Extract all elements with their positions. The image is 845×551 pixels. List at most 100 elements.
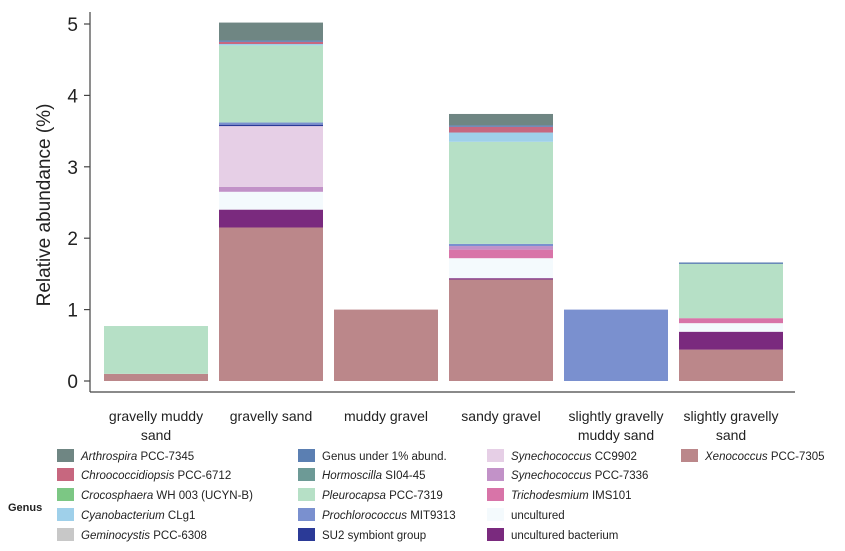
- legend-item: Prochlorococcus MIT9313: [298, 508, 456, 522]
- bar-segment: [449, 243, 553, 247]
- legend-label: Chroococcidiopsis PCC-6712: [81, 470, 231, 482]
- legend-label: uncultured bacterium: [511, 530, 618, 542]
- bar-segment: [449, 279, 553, 381]
- legend-item: Synechococcus PCC-7336: [487, 468, 648, 482]
- bar-segment: [219, 209, 323, 228]
- y-tick-label: 3: [67, 158, 78, 179]
- legend-label: Arthrospira PCC-7345: [80, 451, 194, 463]
- legend-swatch: [487, 468, 504, 481]
- x-category-label: gravelly sand: [230, 408, 313, 424]
- legend-swatch: [57, 488, 74, 501]
- y-tick-label: 5: [67, 15, 78, 36]
- bar-segment: [679, 349, 783, 381]
- legend-label: uncultured: [511, 510, 565, 522]
- bar-segment: [219, 191, 323, 210]
- bar-segment: [679, 331, 783, 350]
- legend-item: Crocosphaera WH 003 (UCYN-B): [57, 488, 253, 502]
- legend-label: SU2 symbiont group: [322, 530, 426, 542]
- bar-segment: [219, 45, 323, 123]
- legend-swatch: [487, 508, 504, 521]
- bar-segment: [679, 263, 783, 319]
- bar-segment: [219, 124, 323, 127]
- legend-label: Crocosphaera WH 003 (UCYN-B): [81, 490, 253, 502]
- y-axis-label: Relative abundance (%): [34, 104, 55, 307]
- legend-label: Pleurocapsa PCC-7319: [322, 490, 443, 502]
- legend-label: Synechococcus CC9902: [511, 451, 637, 463]
- legend-item: Cyanobacterium CLg1: [57, 508, 195, 522]
- legend-item: Synechococcus CC9902: [487, 449, 637, 463]
- y-tick-label: 2: [67, 229, 78, 250]
- legend-swatch: [298, 468, 315, 481]
- bar-segment: [449, 126, 553, 133]
- bar-segment: [449, 246, 553, 250]
- bar-segment: [449, 258, 553, 279]
- legend: Arthrospira PCC-7345 Chroococcidiopsis PC…: [57, 449, 825, 542]
- bar-segment: [449, 249, 553, 259]
- legend-swatch: [57, 508, 74, 521]
- y-tick-label: 4: [67, 86, 78, 107]
- legend-swatch: [57, 528, 74, 541]
- y-tick-label: 1: [67, 301, 78, 322]
- legend-title: Genus: [8, 502, 42, 514]
- bar-segment: [449, 132, 553, 142]
- legend-label: Hormoscilla SI04-45: [322, 470, 426, 482]
- bar-segment: [679, 323, 783, 332]
- bar-segment: [219, 40, 323, 42]
- bar-segment: [104, 326, 208, 374]
- legend-swatch: [298, 488, 315, 501]
- bar-segment: [449, 278, 553, 280]
- x-category-label: sandy gravel: [461, 408, 540, 424]
- legend-item: uncultured bacterium: [487, 528, 618, 542]
- bar-segment: [679, 262, 783, 264]
- legend-item: Arthrospira PCC-7345: [57, 449, 194, 463]
- legend-swatch: [298, 449, 315, 462]
- legend-item: Genus under 1% abund.: [298, 449, 447, 463]
- x-category-label: muddy sand: [578, 427, 654, 443]
- x-category-label: muddy gravel: [344, 408, 428, 424]
- legend-label: Genus under 1% abund.: [322, 451, 447, 463]
- bar-segment: [219, 122, 323, 125]
- bar-segment: [334, 309, 438, 381]
- bar-segment: [564, 309, 668, 381]
- legend-label: Prochlorococcus MIT9313: [322, 510, 456, 522]
- x-labels-layer: gravelly muddy sand gravelly sand muddy gra…: [109, 408, 779, 443]
- bar-segment: [449, 141, 553, 244]
- legend-item: Geminocystis PCC-6308: [57, 528, 207, 542]
- legend-swatch: [298, 508, 315, 521]
- bar-segment: [219, 126, 323, 187]
- bar-segment: [219, 22, 323, 41]
- legend-item: SU2 symbiont group: [298, 528, 426, 542]
- x-category-label: sand: [141, 427, 171, 443]
- legend-swatch: [487, 528, 504, 541]
- legend-swatch: [57, 449, 74, 462]
- bar-segment: [219, 41, 323, 44]
- legend-label: Trichodesmium IMS101: [511, 490, 632, 502]
- legend-swatch: [298, 528, 315, 541]
- bar-segment: [679, 318, 783, 324]
- legend-item: Hormoscilla SI04-45: [298, 468, 426, 482]
- legend-item: uncultured: [487, 508, 565, 522]
- bars-layer: [104, 22, 783, 381]
- legend-swatch: [487, 449, 504, 462]
- legend-label: Cyanobacterium CLg1: [81, 510, 195, 522]
- legend-item: Chroococcidiopsis PCC-6712: [57, 468, 231, 482]
- bar-segment: [104, 373, 208, 381]
- legend-swatch: [57, 468, 74, 481]
- legend-item: Xenococcus PCC-7305: [681, 449, 825, 463]
- legend-swatch: [487, 488, 504, 501]
- y-ticks-layer: 0 1 2 3 4 5: [67, 15, 90, 393]
- legend-label: Synechococcus PCC-7336: [511, 470, 648, 482]
- legend-swatch: [681, 449, 698, 462]
- legend-item: Trichodesmium IMS101: [487, 488, 632, 502]
- legend-label: Geminocystis PCC-6308: [81, 530, 207, 542]
- y-tick-label: 0: [67, 372, 78, 393]
- x-category-label: slightly gravelly: [684, 408, 779, 424]
- bar-segment: [219, 186, 323, 192]
- bar-segment: [219, 227, 323, 381]
- axes-layer: [89, 12, 795, 393]
- legend-item: Pleurocapsa PCC-7319: [298, 488, 443, 502]
- bar-segment: [449, 125, 553, 127]
- x-category-label: slightly gravelly: [569, 408, 664, 424]
- bar-segment: [449, 113, 553, 126]
